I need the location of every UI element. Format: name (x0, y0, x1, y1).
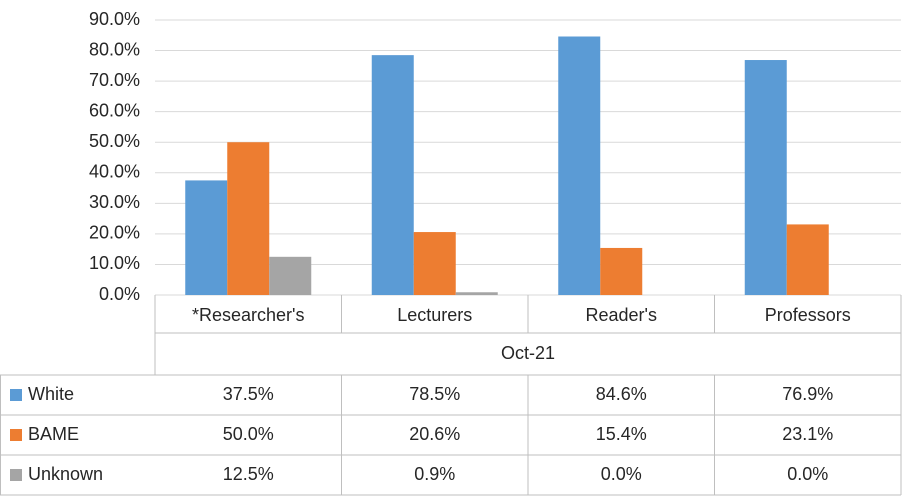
bar (558, 36, 601, 295)
y-tick-label: 90.0% (89, 9, 140, 29)
bar (227, 142, 270, 295)
table-value: 0.0% (601, 464, 642, 484)
bar (185, 180, 228, 295)
category-label: Lecturers (397, 305, 472, 325)
legend-label: Unknown (28, 464, 103, 484)
y-tick-label: 80.0% (89, 39, 140, 59)
y-tick-label: 40.0% (89, 162, 140, 182)
legend-swatch (10, 389, 22, 401)
bar (600, 247, 643, 295)
table-value: 84.6% (596, 384, 647, 404)
y-tick-label: 30.0% (89, 192, 140, 212)
bar (455, 292, 498, 295)
category-label: *Researcher's (192, 305, 304, 325)
legend-swatch (10, 469, 22, 481)
bar (744, 60, 787, 296)
table-value: 76.9% (782, 384, 833, 404)
category-label: Reader's (586, 305, 657, 325)
y-tick-label: 50.0% (89, 131, 140, 151)
bar (786, 224, 829, 295)
y-tick-label: 0.0% (99, 284, 140, 304)
y-tick-label: 10.0% (89, 253, 140, 273)
table-value: 37.5% (223, 384, 274, 404)
y-tick-label: 60.0% (89, 100, 140, 120)
bar (413, 232, 456, 295)
y-tick-label: 70.0% (89, 70, 140, 90)
table-value: 0.9% (414, 464, 455, 484)
legend-label: BAME (28, 424, 79, 444)
bar (371, 55, 414, 296)
table-value: 50.0% (223, 424, 274, 444)
legend-swatch (10, 429, 22, 441)
table-value: 23.1% (782, 424, 833, 444)
bar (269, 256, 312, 295)
y-tick-label: 20.0% (89, 223, 140, 243)
category-label: Professors (765, 305, 851, 325)
group-label: Oct-21 (501, 343, 555, 363)
table-value: 12.5% (223, 464, 274, 484)
table-value: 15.4% (596, 424, 647, 444)
table-value: 78.5% (409, 384, 460, 404)
table-value: 0.0% (787, 464, 828, 484)
legend-label: White (28, 384, 74, 404)
table-value: 20.6% (409, 424, 460, 444)
